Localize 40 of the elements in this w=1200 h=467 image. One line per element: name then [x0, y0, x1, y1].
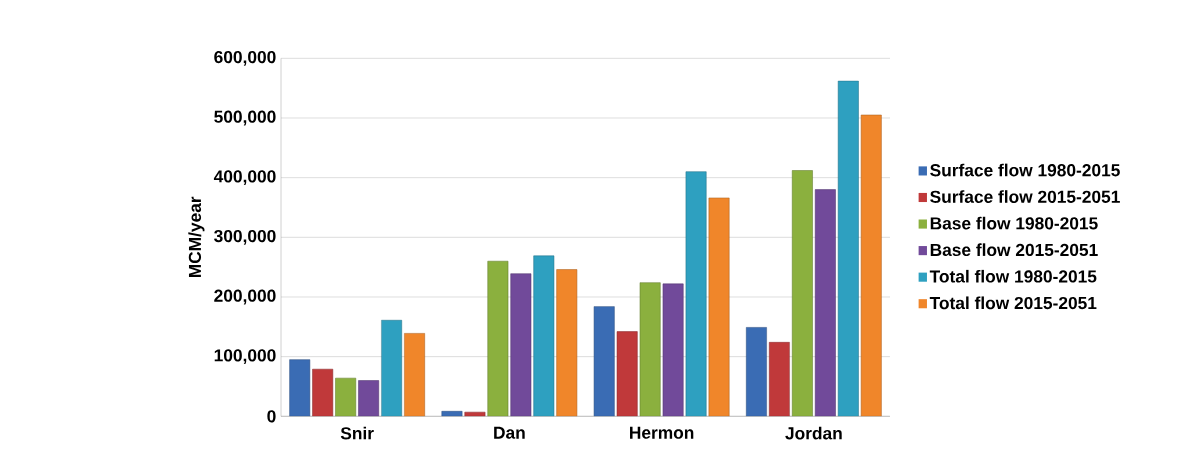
legend-label: Surface flow 2015-2051: [930, 190, 1120, 203]
bar: [556, 269, 578, 417]
bar: [358, 380, 380, 417]
bar: [639, 282, 661, 417]
x-tick-label: Hermon: [630, 426, 694, 439]
legend-label: Surface flow 1980-2015: [930, 163, 1120, 177]
bar: [860, 114, 882, 417]
bar: [791, 170, 813, 417]
bar: [708, 197, 730, 417]
bar: [769, 342, 790, 417]
bar: [510, 273, 532, 417]
y-tick-label: 500,000: [214, 110, 276, 126]
y-tick-label: 0: [267, 410, 276, 423]
y-tick-label: 200,000: [214, 289, 276, 305]
bar: [381, 319, 402, 417]
legend-label: Base flow 1980-2015: [930, 216, 1098, 230]
x-tick-label: Snir: [340, 426, 374, 440]
y-tick-label: 100,000: [214, 349, 276, 365]
bar: [616, 331, 638, 417]
bar: [593, 306, 615, 417]
y-tick-label: 600,000: [214, 50, 276, 66]
bar: [662, 283, 684, 417]
legend-label: Total flow 2015-2051: [929, 296, 1097, 310]
x-tick-label: Jordan: [785, 426, 842, 440]
bar: [289, 359, 311, 417]
bar: [404, 333, 425, 417]
bar: [533, 255, 555, 417]
y-tick-label: 300,000: [214, 229, 276, 245]
bar: [312, 368, 334, 417]
y-tick-label: 400,000: [213, 170, 276, 186]
bar: [487, 260, 509, 417]
bar: [814, 189, 836, 417]
bar: [335, 377, 357, 417]
bar: [746, 327, 767, 417]
bar: [837, 80, 859, 417]
bar: [685, 171, 707, 417]
y-axis-title: MCM/year: [188, 196, 205, 278]
legend-label: Total flow 1980-2015: [929, 269, 1097, 283]
legend-label: Base flow 2015-2051: [930, 243, 1098, 257]
x-tick-label: Dan: [494, 426, 525, 439]
